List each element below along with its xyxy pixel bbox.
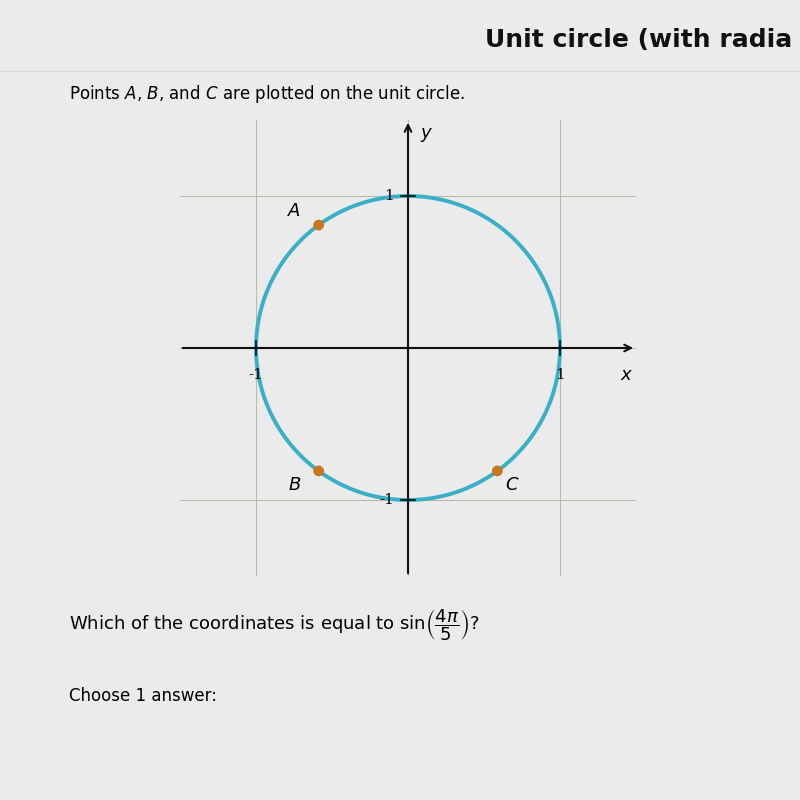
Text: $x$: $x$ [620, 366, 633, 384]
Text: $A$: $A$ [287, 202, 302, 220]
Text: 1: 1 [555, 368, 565, 382]
Text: $B$: $B$ [288, 476, 301, 494]
Text: Unit circle (with radia: Unit circle (with radia [485, 27, 792, 51]
Text: -1: -1 [249, 368, 263, 382]
Point [312, 465, 325, 478]
Point [312, 218, 325, 231]
Text: $y$: $y$ [420, 126, 434, 144]
Text: $C$: $C$ [506, 476, 520, 494]
Point [491, 465, 504, 478]
Text: Points $A$, $B$, and $C$ are plotted on the unit circle.: Points $A$, $B$, and $C$ are plotted on … [70, 83, 466, 105]
Text: 1: 1 [385, 189, 394, 203]
Text: Choose 1 answer:: Choose 1 answer: [70, 686, 218, 705]
Text: -1: -1 [379, 493, 394, 507]
Text: Which of the coordinates is equal to $\sin\!\left(\dfrac{4\pi}{5}\right)$?: Which of the coordinates is equal to $\s… [70, 607, 480, 642]
